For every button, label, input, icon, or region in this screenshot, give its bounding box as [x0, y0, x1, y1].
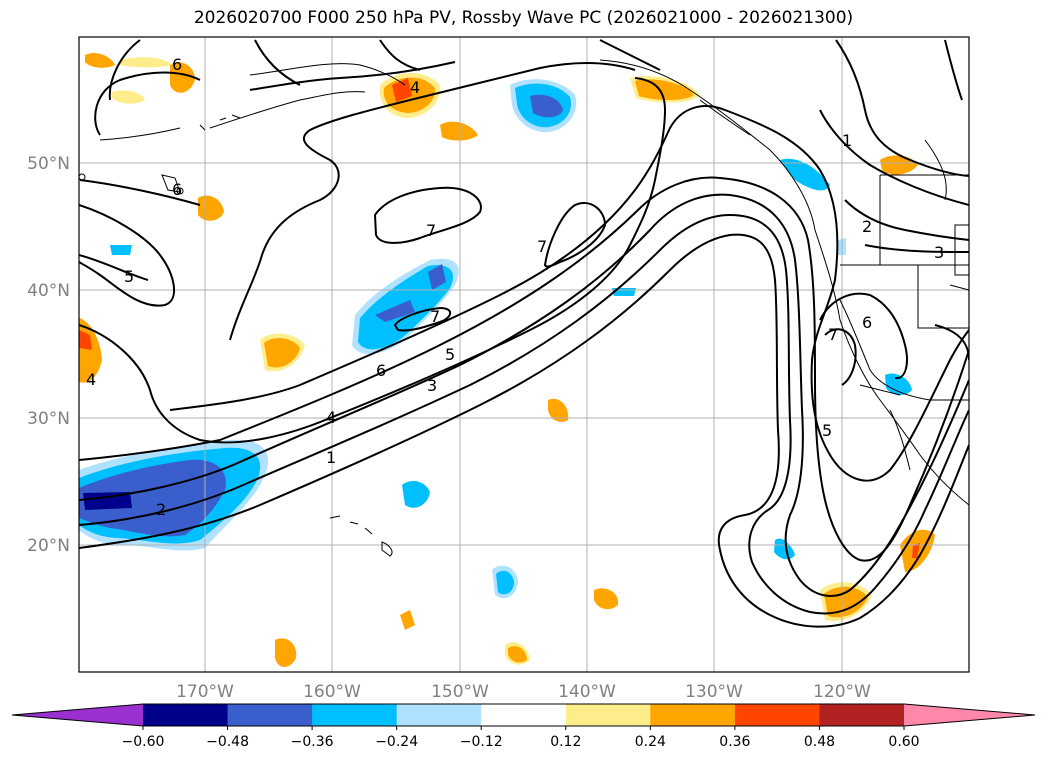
pv-contours: [79, 39, 969, 628]
lat-label: 20°N: [27, 536, 70, 556]
colorbar-tick-label: 0.12: [550, 734, 581, 750]
contour-label: 5: [822, 421, 832, 440]
latitude-labels: 50°N 40°N 30°N 20°N: [27, 154, 70, 556]
contour-label: 7: [426, 221, 436, 240]
contour-label: 1: [842, 131, 852, 150]
lon-label: 170°W: [176, 682, 234, 702]
colorbar-tick-label: 0.24: [635, 734, 666, 750]
map-frame: [78, 36, 970, 673]
lat-label: 50°N: [27, 154, 70, 174]
colorbar-tick-label: −0.48: [206, 734, 249, 750]
colorbar-segment: [312, 704, 398, 726]
lon-label: 130°W: [685, 682, 743, 702]
contour-labels: 6 4 6 5 7 7 7 5 6 4 3 1 2 1 2 3 6 7 5 4: [86, 55, 944, 519]
contour-label: 6: [376, 361, 386, 380]
lon-label: 140°W: [558, 682, 616, 702]
lat-label: 40°N: [27, 281, 70, 301]
lon-label: 160°W: [303, 682, 361, 702]
colorbar-tick-label: 0.36: [719, 734, 750, 750]
lat-label: 30°N: [27, 409, 70, 429]
colorbar-tick-label: −0.60: [122, 734, 165, 750]
contour-label: 2: [862, 217, 872, 236]
contour-label: 7: [828, 325, 838, 344]
contour-label: 3: [934, 243, 944, 262]
contour-label: 2: [156, 500, 166, 519]
contour-label: 7: [537, 237, 547, 256]
coastlines: [79, 59, 969, 557]
contour-label: 5: [445, 345, 455, 364]
contour-label: 6: [172, 180, 182, 199]
contour-label: 3: [427, 376, 437, 395]
colorbar-segment: [819, 704, 905, 726]
map-title: 2026020700 F000 250 hPa PV, Rossby Wave …: [193, 8, 854, 28]
contour-label: 4: [86, 370, 96, 389]
contour-label: 6: [862, 313, 872, 332]
contour-label: 4: [410, 78, 420, 97]
colorbar-tick-label: −0.24: [375, 734, 418, 750]
colorbar-segment: [143, 704, 229, 726]
contour-label: 6: [172, 55, 182, 74]
colorbar-segment: [565, 704, 651, 726]
colorbar-segment: [227, 704, 313, 726]
contour-label: 1: [326, 448, 336, 467]
colorbar-tick-label: 0.48: [804, 734, 835, 750]
colorbar-tick-label: −0.36: [291, 734, 334, 750]
colorbar-segment: [734, 704, 820, 726]
colorbar-segment: [396, 704, 482, 726]
colorbar: −0.60 −0.48 −0.36 −0.24 −0.12 0.12 0.24 0.36 0.4…: [11, 703, 1036, 750]
colorbar-left-extend: [12, 704, 143, 726]
lon-label: 120°W: [813, 682, 871, 702]
colorbar-segment: [481, 704, 567, 726]
graticule: [79, 37, 969, 672]
colorbar-tick-label: −0.12: [460, 734, 503, 750]
contour-label: 7: [430, 307, 440, 326]
contour-label: 4: [326, 408, 336, 427]
colorbar-right-extend: [904, 704, 1035, 726]
colorbar-segment: [650, 704, 736, 726]
longitude-labels: 170°W 160°W 150°W 140°W 130°W 120°W: [176, 682, 871, 702]
pv-shading: [79, 53, 935, 667]
lon-label: 150°W: [431, 682, 489, 702]
colorbar-tick-label: 0.60: [888, 734, 919, 750]
contour-label: 5: [124, 267, 134, 286]
